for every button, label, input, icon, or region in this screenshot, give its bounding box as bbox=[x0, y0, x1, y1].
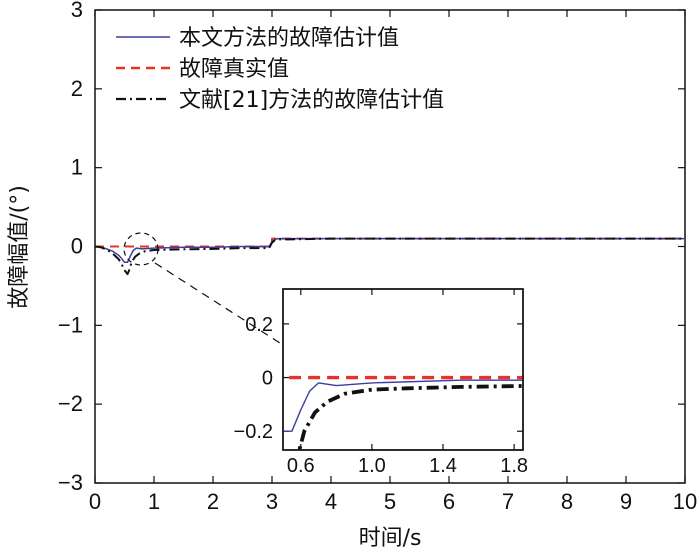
inset-x-tick-label: 1.0 bbox=[358, 455, 386, 477]
x-tick-label: 10 bbox=[673, 489, 697, 514]
x-tick-label: 1 bbox=[148, 489, 160, 514]
y-axis-title: 故障幅值/(°) bbox=[7, 185, 32, 309]
zoom-indicator bbox=[123, 232, 284, 346]
main-plot: 0 1 2 3 4 5 6 7 8 9 10 −3 −2 −1 0 1 2 3 bbox=[58, 0, 697, 514]
x-tick-label: 3 bbox=[266, 489, 278, 514]
series-line-inset-1 bbox=[283, 375, 523, 380]
series-line-main-2 bbox=[95, 237, 685, 276]
main-ticks: 0 1 2 3 4 5 6 7 8 9 10 −3 −2 −1 0 1 2 3 bbox=[58, 0, 697, 514]
inset-ticks: 0.6 1.0 1.4 1.8 0.2 0 −0.2 bbox=[234, 289, 528, 477]
series-line-inset-2 bbox=[297, 384, 523, 450]
legend: 本文方法的故障估计值 故障真实值 文献[21]方法的故障估计值 bbox=[116, 26, 444, 113]
inset-plot-frame bbox=[282, 288, 524, 451]
inset-y-tick-label: 0.2 bbox=[245, 314, 273, 336]
legend-label-reference: 文献[21]方法的故障估计值 bbox=[179, 88, 444, 113]
y-tick-label: −1 bbox=[58, 312, 83, 337]
x-axis-title: 时间/s bbox=[359, 526, 422, 551]
zoom-leader-line bbox=[154, 262, 284, 346]
y-tick-label: 3 bbox=[71, 0, 83, 22]
series-line-inset-0 bbox=[283, 379, 523, 432]
y-tick-label: 0 bbox=[71, 234, 83, 259]
inset-y-tick-label: 0 bbox=[262, 368, 273, 390]
inset-plot-frame-top bbox=[282, 288, 524, 451]
inset-x-tick-label: 1.4 bbox=[429, 455, 457, 477]
inset-x-tick-label: 0.6 bbox=[287, 455, 315, 477]
x-tick-label: 0 bbox=[89, 489, 101, 514]
x-tick-label: 2 bbox=[207, 489, 219, 514]
main-series bbox=[95, 237, 685, 276]
x-tick-label: 4 bbox=[325, 489, 337, 514]
x-tick-label: 5 bbox=[384, 489, 396, 514]
series-line-main-1 bbox=[95, 237, 685, 248]
zoom-circle bbox=[123, 232, 159, 266]
y-tick-label: −3 bbox=[58, 470, 83, 495]
y-tick-label: 2 bbox=[71, 76, 83, 101]
inset-y-tick-label: −0.2 bbox=[234, 421, 273, 443]
x-tick-label: 6 bbox=[443, 489, 455, 514]
y-tick-label: 1 bbox=[71, 155, 83, 180]
series-line-main-0 bbox=[95, 237, 685, 264]
x-tick-label: 9 bbox=[620, 489, 632, 514]
inset-plot: 0.6 1.0 1.4 1.8 0.2 0 −0.2 bbox=[234, 288, 528, 477]
inset-x-tick-label: 1.8 bbox=[500, 455, 528, 477]
legend-label-proposed: 本文方法的故障估计值 bbox=[179, 26, 399, 51]
x-tick-label: 7 bbox=[502, 489, 514, 514]
legend-label-true-fault: 故障真实值 bbox=[179, 57, 289, 82]
inset-series bbox=[283, 375, 523, 450]
y-tick-label: −2 bbox=[58, 391, 83, 416]
x-tick-label: 8 bbox=[561, 489, 573, 514]
